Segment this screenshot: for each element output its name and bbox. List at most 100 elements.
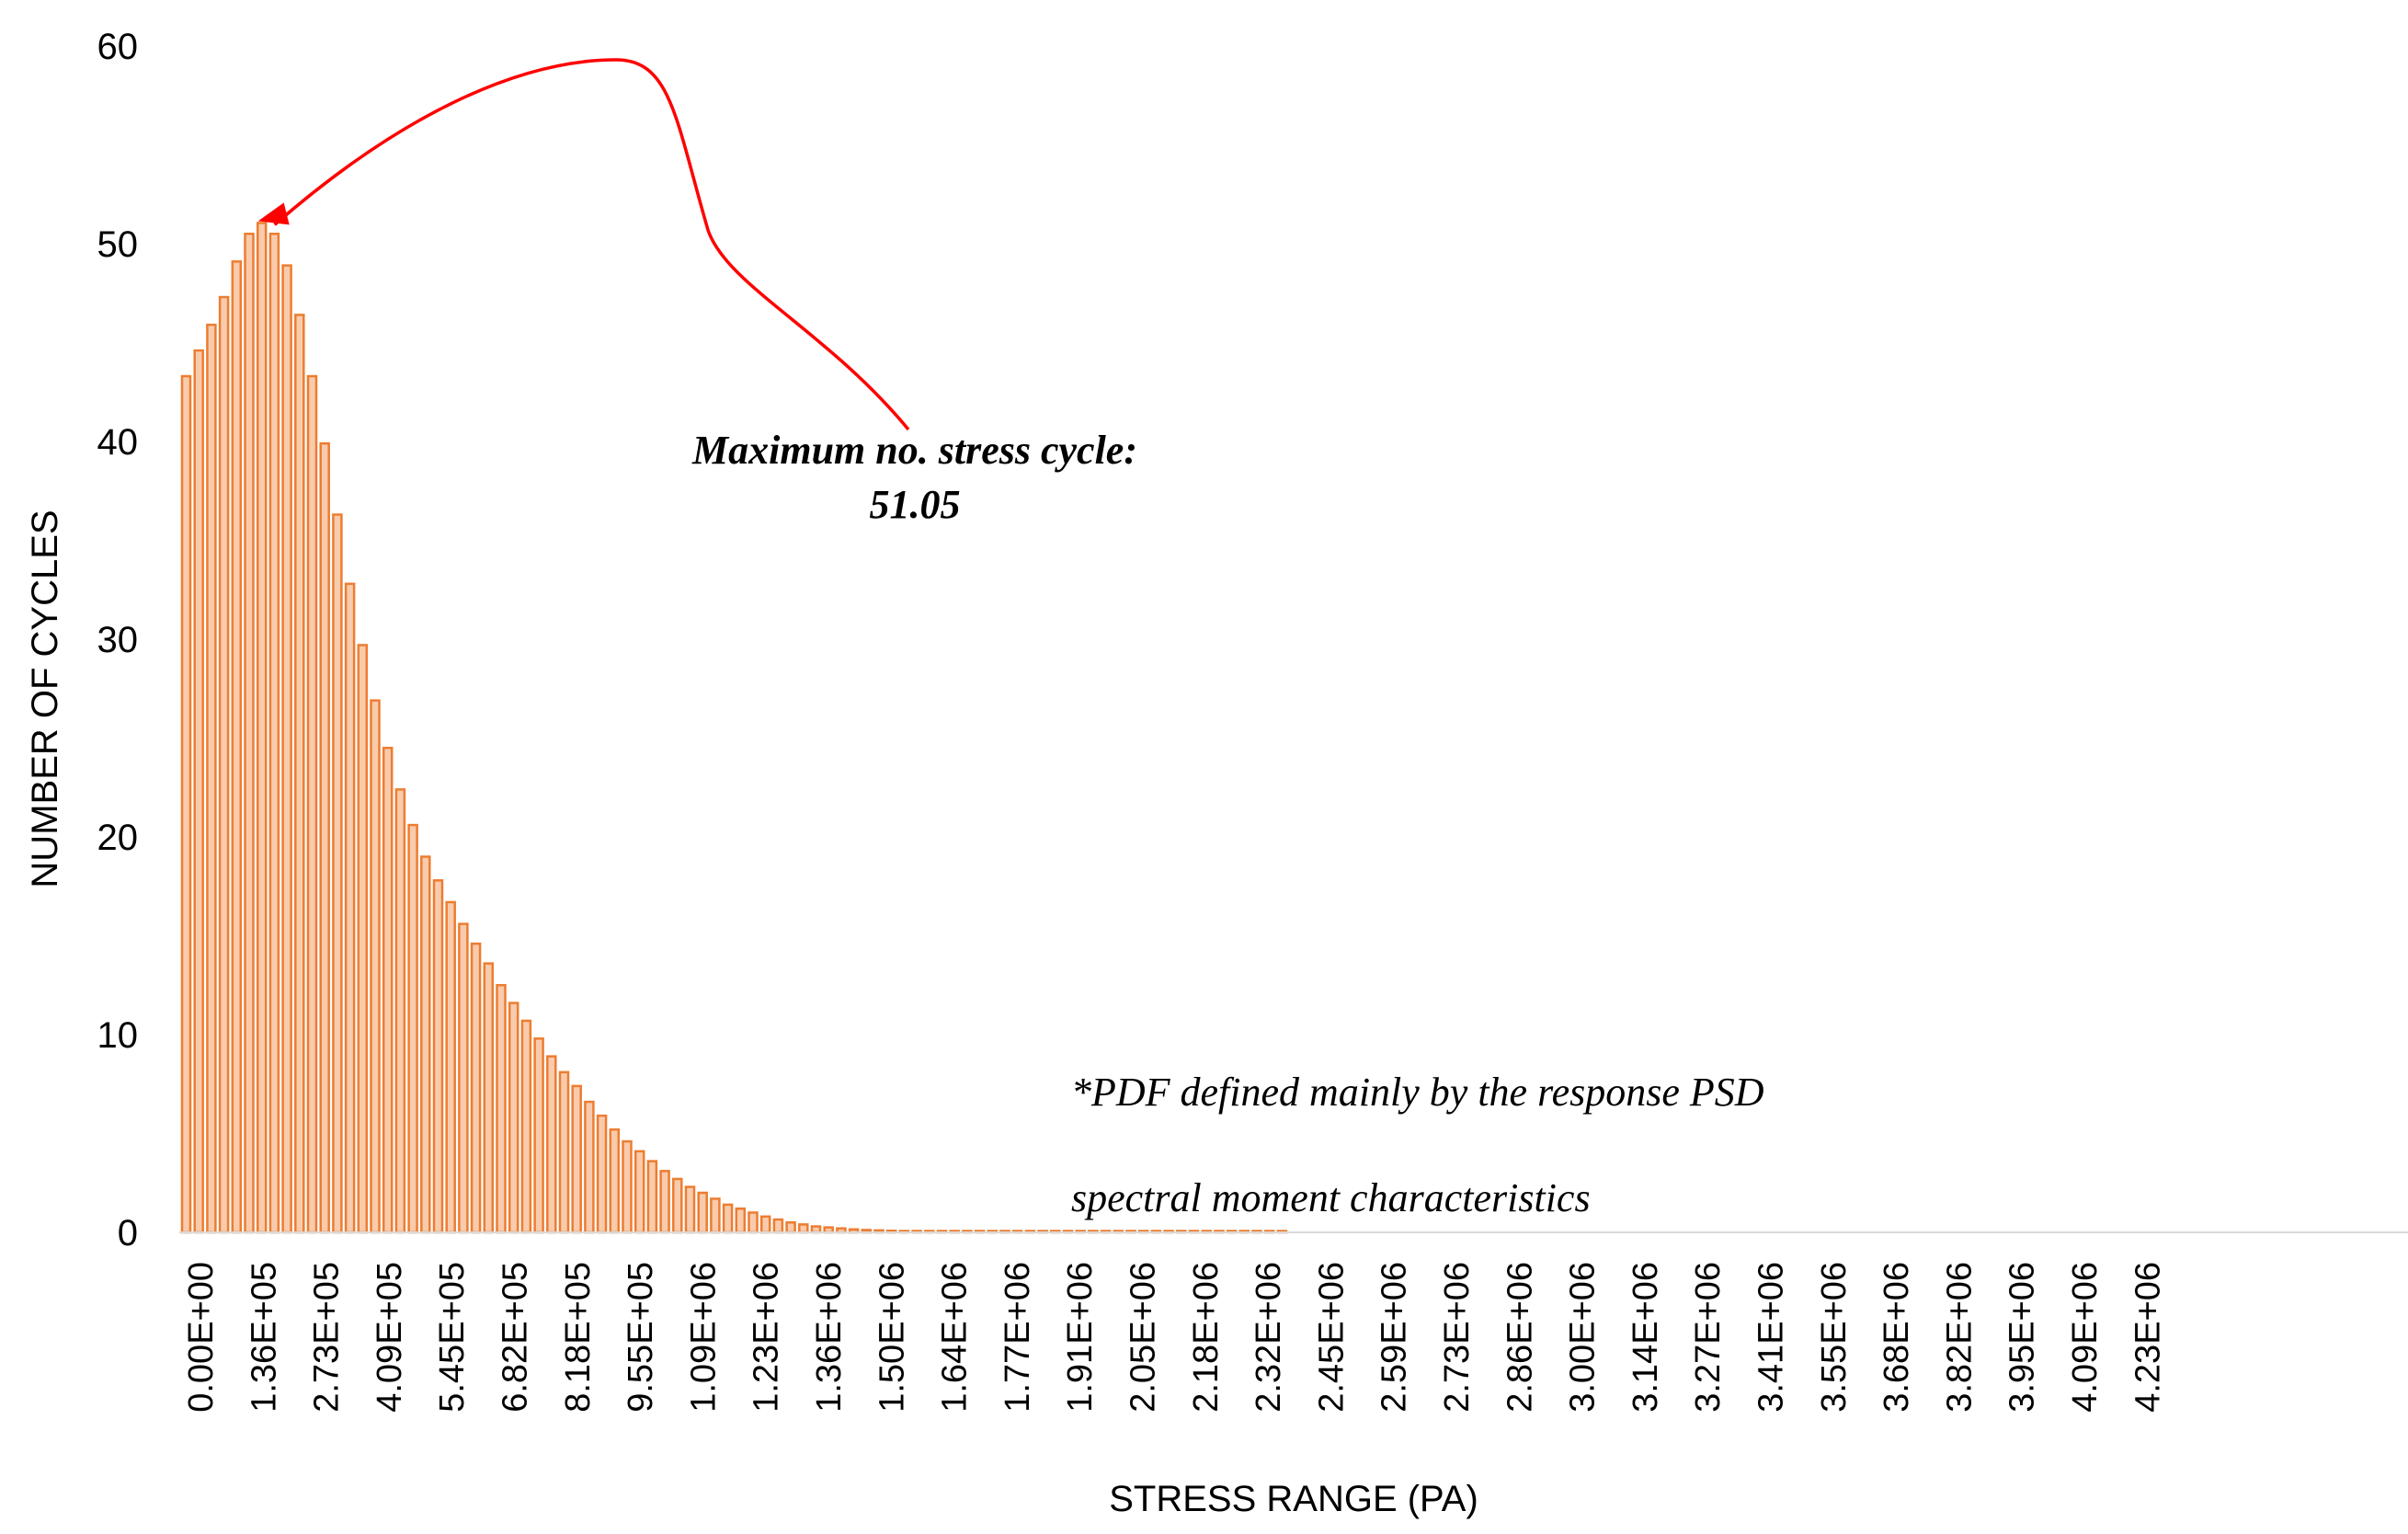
x-tick-label: 4.23E+06 — [2128, 1262, 2167, 1413]
max-cycle-annotation-line-2: 51.05 — [870, 482, 961, 527]
histogram-bar — [684, 1185, 696, 1234]
x-tick-label: 4.09E+06 — [2066, 1262, 2105, 1413]
x-tick-label: 3.14E+06 — [1626, 1262, 1665, 1413]
x-tick-label: 2.73E+06 — [1438, 1262, 1477, 1413]
histogram-bar — [394, 788, 406, 1234]
histogram-bar — [357, 644, 369, 1234]
histogram-bar — [180, 374, 192, 1234]
histogram-bar — [785, 1221, 796, 1234]
x-tick-label: 3.68E+06 — [1877, 1262, 1916, 1413]
histogram-bar — [458, 922, 469, 1234]
histogram-bar — [508, 1002, 519, 1234]
histogram-bar — [244, 233, 255, 1234]
histogram-bar — [722, 1203, 734, 1234]
x-tick-label: 2.32E+06 — [1250, 1262, 1288, 1413]
x-tick-label: 3.00E+06 — [1564, 1262, 1603, 1413]
histogram-bar — [571, 1084, 582, 1234]
y-tick-label: 20 — [97, 818, 139, 858]
histogram-bar — [193, 349, 204, 1234]
x-tick-label: 3.27E+06 — [1689, 1262, 1728, 1413]
histogram-bar — [609, 1128, 621, 1234]
histogram-bar — [546, 1055, 557, 1234]
pdf-note-line-1: *PDF defined mainly by the response PSD — [1071, 1070, 1764, 1115]
histogram-bars — [180, 222, 1288, 1234]
x-tick-label: 2.73E+05 — [308, 1262, 347, 1413]
x-tick-label: 3.55E+06 — [1815, 1262, 1854, 1413]
histogram-bar — [432, 879, 444, 1234]
x-tick-label: 4.09E+05 — [371, 1262, 409, 1413]
histogram-bar — [382, 747, 394, 1234]
x-tick-label: 3.95E+06 — [2003, 1262, 2042, 1413]
x-tick-label: 3.41E+06 — [1752, 1262, 1791, 1413]
y-tick-label: 60 — [97, 27, 139, 67]
x-tick-label: 3.82E+06 — [1940, 1262, 1979, 1413]
histogram-bar — [633, 1150, 645, 1234]
histogram-bar — [584, 1100, 595, 1234]
histogram-bar — [646, 1160, 658, 1234]
x-tick-label: 6.82E+05 — [496, 1262, 535, 1413]
x-tick-label: 0.00E+00 — [182, 1262, 221, 1413]
x-tick-label: 1.23E+06 — [748, 1262, 786, 1413]
histogram-bar — [256, 222, 268, 1234]
y-tick-label: 0 — [118, 1213, 138, 1254]
histogram-bar — [772, 1218, 784, 1234]
x-tick-label: 1.64E+06 — [936, 1262, 975, 1413]
histogram-bar — [520, 1019, 532, 1234]
max-cycle-annotation-line-1: Maximum no. stress cycle: — [691, 428, 1137, 473]
histogram-bar — [622, 1139, 633, 1234]
x-tick-label: 2.45E+06 — [1312, 1262, 1351, 1413]
max-cycle-annotation-arrow — [257, 58, 910, 431]
histogram-bar — [659, 1170, 670, 1234]
histogram-bar — [319, 441, 330, 1234]
annotation-arrowhead — [257, 202, 290, 225]
histogram-bar — [218, 295, 230, 1234]
histogram-bar — [370, 699, 381, 1234]
x-tick-label: 1.36E+05 — [245, 1262, 283, 1413]
y-axis-ticks: 0 10 20 30 40 50 60 — [97, 27, 139, 1254]
histogram-bar — [445, 900, 456, 1234]
x-tick-label: 2.18E+06 — [1187, 1262, 1226, 1413]
y-tick-label: 10 — [97, 1015, 139, 1056]
histogram-bar — [268, 233, 280, 1234]
x-tick-label: 2.05E+06 — [1124, 1262, 1163, 1413]
histogram-bar — [558, 1070, 570, 1234]
x-tick-label: 1.50E+06 — [873, 1262, 911, 1413]
pdf-note-line-2: spectral moment characteristics — [1071, 1175, 1591, 1220]
histogram-bar — [483, 962, 495, 1234]
histogram-bar — [697, 1191, 708, 1234]
histogram-bar — [332, 513, 343, 1234]
histogram-bar — [748, 1211, 759, 1234]
histogram-bar — [231, 260, 243, 1234]
x-tick-label: 1.77E+06 — [999, 1262, 1037, 1413]
x-tick-label: 1.09E+06 — [684, 1262, 723, 1413]
histogram-bar — [533, 1037, 544, 1234]
histogram-bar — [407, 823, 418, 1234]
x-axis-ticks: 0.00E+00 1.36E+05 2.73E+05 4.09E+05 5.45E+05… — [182, 1262, 2167, 1413]
x-tick-label: 5.45E+05 — [433, 1262, 472, 1413]
histogram-bar — [596, 1114, 608, 1234]
y-tick-label: 30 — [97, 620, 139, 660]
histogram-bar — [206, 323, 217, 1234]
x-tick-label: 8.18E+05 — [559, 1262, 598, 1413]
x-tick-label: 9.55E+05 — [622, 1262, 660, 1413]
histogram-bar — [420, 855, 431, 1234]
histogram-bar — [306, 374, 318, 1234]
y-axis-title: NUMBER OF CYCLES — [25, 509, 65, 887]
histogram-bar — [281, 264, 292, 1234]
histogram-bar — [344, 582, 356, 1234]
histogram-bar — [470, 942, 482, 1234]
histogram-bar — [672, 1177, 683, 1234]
histogram-bar — [798, 1223, 809, 1234]
histogram-bar — [294, 314, 305, 1234]
x-axis-title: STRESS RANGE (PA) — [1109, 1479, 1478, 1519]
y-tick-label: 40 — [97, 422, 139, 463]
histogram-bar — [710, 1197, 721, 1234]
x-tick-label: 2.59E+06 — [1375, 1262, 1414, 1413]
histogram-bar — [759, 1215, 771, 1234]
x-tick-label: 2.86E+06 — [1501, 1262, 1539, 1413]
annotation-curve — [273, 58, 910, 431]
y-tick-label: 50 — [97, 224, 139, 265]
x-tick-label: 1.36E+06 — [810, 1262, 849, 1413]
x-tick-label: 1.91E+06 — [1061, 1262, 1100, 1413]
